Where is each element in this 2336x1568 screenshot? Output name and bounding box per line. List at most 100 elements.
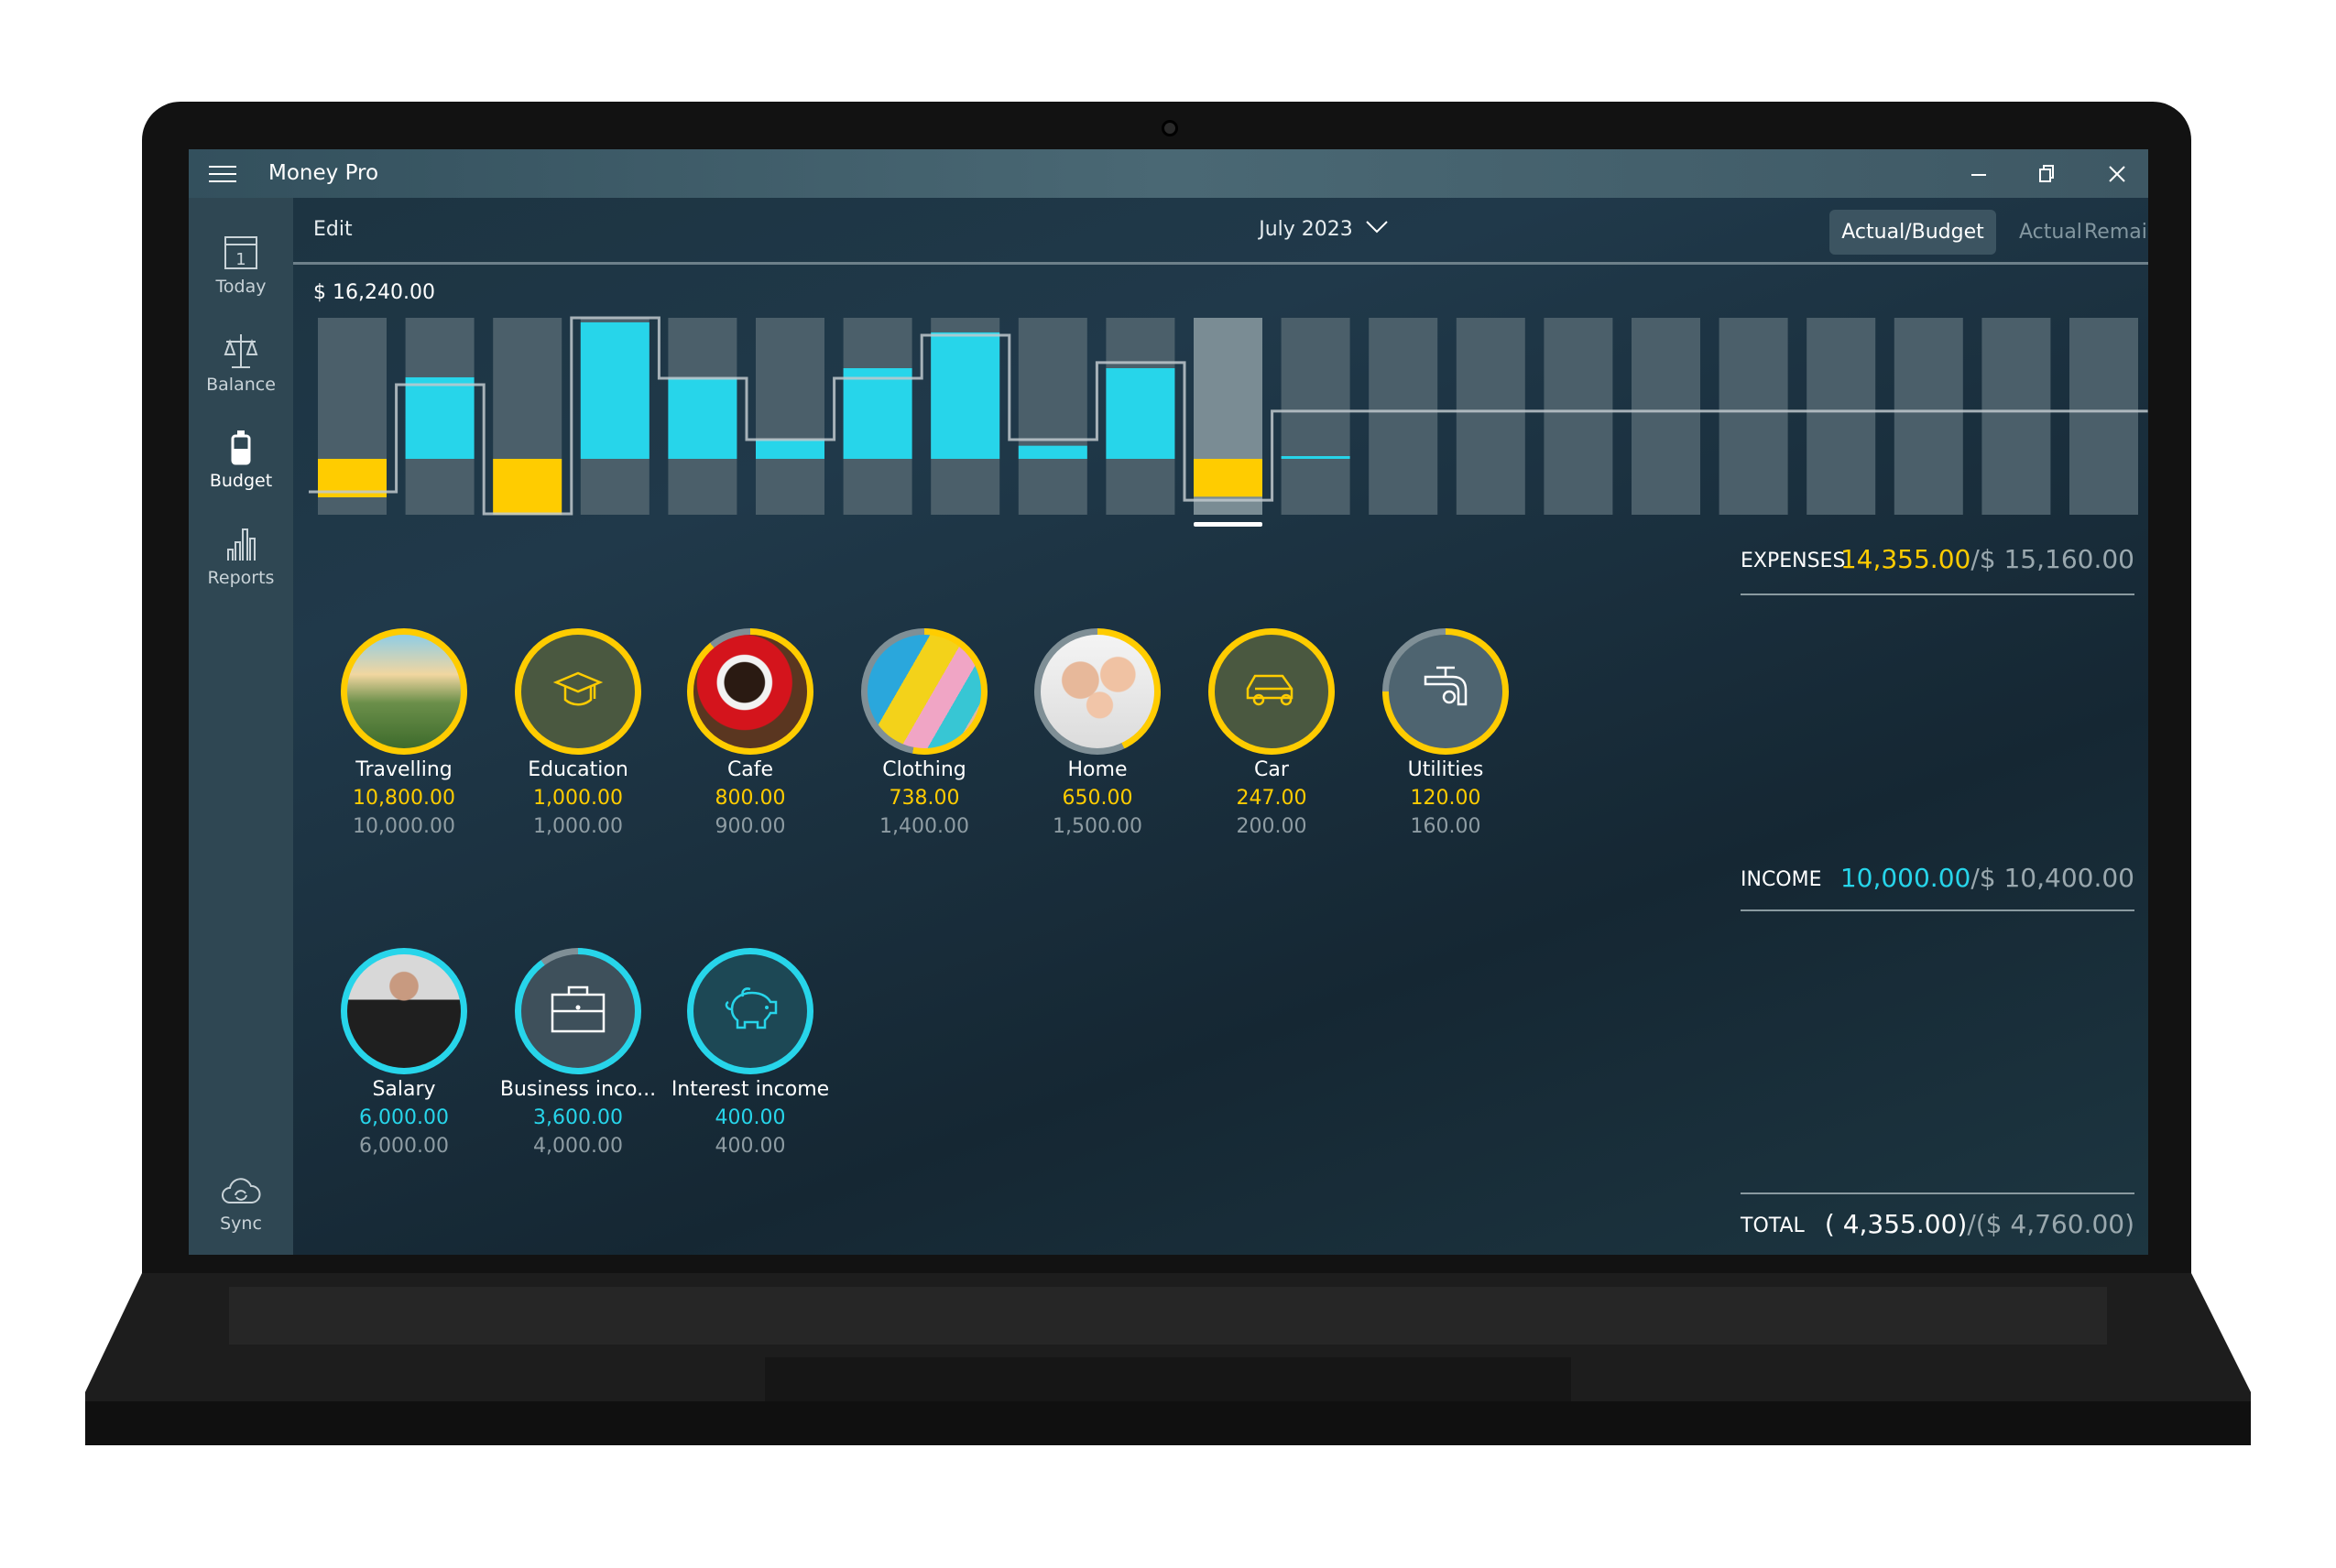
chart-bar-actual-positive	[668, 377, 737, 459]
category-budget: 1,400.00	[879, 815, 969, 838]
chart-bar-bg[interactable]	[1281, 318, 1350, 515]
income-summary: INCOME 10,000.00/$ 10,400.00	[1741, 863, 2134, 893]
category-budget: 1,500.00	[1053, 815, 1142, 838]
category-actual: 738.00	[889, 787, 960, 810]
total-budget: /($ 4,760.00)	[1967, 1209, 2134, 1239]
chart-max-label: $ 16,240.00	[313, 281, 435, 304]
category-actual: 3,600.00	[533, 1106, 623, 1129]
expenses-budget: /$ 15,160.00	[1970, 544, 2134, 574]
bar-chart-icon	[227, 528, 256, 561]
expense-category-cafe[interactable]: Cafe 800.00 900.00	[663, 628, 837, 838]
category-actual: 650.00	[1062, 787, 1133, 810]
income-category-salary[interactable]: Salary 6,000.00 6,000.00	[317, 948, 491, 1158]
hamburger-icon[interactable]	[209, 165, 236, 183]
period-label: July 2023	[1259, 218, 1353, 241]
income-budget: /$ 10,400.00	[1970, 863, 2134, 893]
sidebar-item-label: Balance	[206, 375, 276, 395]
category-actual: 400.00	[715, 1106, 786, 1129]
chart-bar-actual-negative	[1194, 458, 1262, 497]
period-selector[interactable]: July 2023	[1209, 218, 1438, 241]
sidebar-item-label: Budget	[209, 471, 273, 491]
chart-bar-bg[interactable]	[1807, 318, 1876, 515]
app-title: Money Pro	[268, 161, 379, 185]
budget-step-line	[309, 316, 2148, 516]
chart-bar-bg[interactable]	[2069, 318, 2138, 515]
chart-bar-actual-positive	[931, 332, 1000, 459]
category-budget: 10,000.00	[353, 815, 455, 838]
cloud-sync-icon	[222, 1178, 261, 1203]
restore-icon[interactable]	[2037, 164, 2056, 184]
chart-bar-actual-positive	[1281, 455, 1350, 459]
chart-bar-bg[interactable]	[1894, 318, 1963, 515]
expense-category-clothing[interactable]: Clothing 738.00 1,400.00	[837, 628, 1011, 838]
chart-bar-bg[interactable]	[1981, 318, 2051, 515]
total-actual: ( 4,355.00)	[1824, 1209, 1968, 1239]
chevron-down-icon	[1366, 221, 1388, 234]
graduation-cap-icon	[551, 662, 606, 721]
chart-bar-bg[interactable]	[756, 318, 824, 515]
travel-photo	[347, 635, 461, 748]
app-window: Money Pro 1 Today Balance Budget Reports…	[189, 149, 2148, 1255]
category-budget: 900.00	[715, 815, 786, 838]
category-budget: 400.00	[715, 1135, 786, 1158]
expense-category-car[interactable]: Car 247.00 200.00	[1184, 628, 1359, 838]
chart-bar-bg[interactable]	[1544, 318, 1613, 515]
calendar-icon: 1	[224, 236, 257, 269]
category-actual: 120.00	[1410, 787, 1481, 810]
edit-button[interactable]: Edit	[313, 218, 353, 241]
minimize-icon[interactable]	[1970, 166, 1988, 184]
category-budget: 1,000.00	[533, 815, 623, 838]
chart-bar-actual-positive	[1106, 367, 1175, 459]
category-actual: 247.00	[1236, 787, 1307, 810]
category-actual: 10,800.00	[353, 787, 455, 810]
chart-bar-bg[interactable]	[1369, 318, 1438, 515]
budget-chart[interactable]	[189, 149, 2148, 543]
businessman-photo	[347, 954, 461, 1068]
total-label: TOTAL	[1741, 1214, 1805, 1237]
income-category-business-inco[interactable]: Business inco... 3,600.00 4,000.00	[491, 948, 665, 1158]
chart-bar-actual-negative	[493, 458, 562, 515]
expense-category-home[interactable]: Home 650.00 1,500.00	[1010, 628, 1184, 838]
category-name: Cafe	[726, 758, 774, 781]
category-budget: 4,000.00	[533, 1135, 623, 1158]
expense-category-education[interactable]: Education 1,000.00 1,000.00	[491, 628, 665, 838]
category-budget: 6,000.00	[359, 1135, 449, 1158]
chart-bar-actual-positive	[843, 367, 912, 459]
category-actual: 1,000.00	[533, 787, 623, 810]
segment-actual[interactable]: Actual	[2019, 221, 2082, 244]
progress-ring	[687, 628, 813, 755]
sync-button[interactable]: Sync	[189, 1175, 293, 1234]
category-budget: 200.00	[1236, 815, 1307, 838]
selected-period-indicator	[1194, 522, 1262, 527]
sidebar-item-today[interactable]: 1 Today	[189, 234, 293, 297]
expenses-label: EXPENSES	[1741, 550, 1846, 572]
divider	[1741, 909, 2134, 911]
progress-ring	[1208, 628, 1335, 755]
chart-bar-actual-positive	[756, 439, 824, 459]
chart-bar-bg[interactable]	[1018, 318, 1087, 515]
sidebar-item-label: Reports	[207, 568, 275, 588]
segment-remaining[interactable]: Remaining	[2084, 221, 2148, 244]
chart-bar-bg[interactable]	[1632, 318, 1700, 515]
close-icon[interactable]	[2108, 165, 2126, 183]
divider	[1741, 1192, 2134, 1194]
category-name: Education	[528, 758, 628, 781]
divider	[1741, 593, 2134, 595]
sidebar-item-label: Today	[215, 277, 267, 297]
expenses-actual: 14,355.00	[1839, 544, 1971, 574]
sidebar-item-balance[interactable]: Balance	[189, 332, 293, 395]
expenses-summary: EXPENSES 14,355.00/$ 15,160.00	[1741, 544, 2134, 574]
expense-category-utilities[interactable]: Utilities 120.00 160.00	[1359, 628, 1533, 838]
total-summary: TOTAL ( 4,355.00)/($ 4,760.00)	[1741, 1209, 2134, 1239]
shopping-bags-photo	[868, 635, 981, 748]
sidebar-item-budget[interactable]: Budget	[189, 429, 293, 491]
sidebar-item-reports[interactable]: Reports	[189, 526, 293, 588]
chart-bar-bg[interactable]	[1719, 318, 1788, 515]
expense-category-travelling[interactable]: Travelling 10,800.00 10,000.00	[317, 628, 491, 838]
briefcase-icon	[549, 984, 607, 1039]
income-category-interest-income[interactable]: Interest income 400.00 400.00	[663, 948, 837, 1158]
segment-actual-budget[interactable]: Actual/Budget	[1829, 210, 1996, 255]
chart-bar-bg[interactable]	[1456, 318, 1525, 515]
category-name: Interest income	[671, 1078, 830, 1101]
chart-bar-actual-positive	[405, 376, 475, 459]
